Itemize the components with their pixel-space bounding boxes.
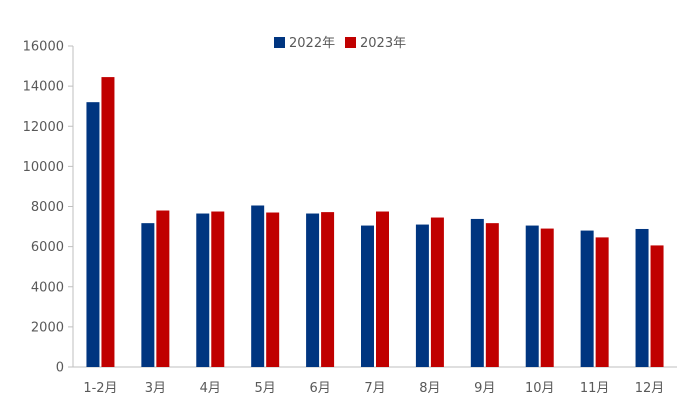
bar-2022-6 xyxy=(415,224,429,367)
y-tick-label: 2000 xyxy=(31,320,64,335)
bar-2022-5 xyxy=(361,225,374,367)
bar-2023-4 xyxy=(321,212,335,367)
legend-label-2022: 2022年 xyxy=(289,36,335,51)
bar-2023-5 xyxy=(376,211,389,367)
y-tick-label: 16000 xyxy=(23,40,64,55)
bar-2022-8 xyxy=(525,225,539,367)
bar-2023-10 xyxy=(650,245,664,367)
bar-2023-8 xyxy=(540,228,554,367)
legend-swatch-2023 xyxy=(345,37,356,48)
y-tick-label: 12000 xyxy=(23,120,64,135)
bar-2022-2 xyxy=(196,213,210,367)
legend-swatch-2022 xyxy=(274,37,285,48)
bar-2022-9 xyxy=(580,230,594,367)
x-tick-label: 9月 xyxy=(474,381,495,396)
bar-2023-7 xyxy=(485,223,499,367)
x-tick-label: 10月 xyxy=(525,381,555,396)
bar-2023-6 xyxy=(430,217,444,367)
bar-2023-0 xyxy=(101,77,115,368)
bars xyxy=(86,77,664,368)
x-tick-label: 6月 xyxy=(309,381,330,396)
bar-2022-4 xyxy=(306,213,320,367)
y-axis: 0 2000 4000 6000 8000 10000 12000 14000 16000 xyxy=(23,40,74,376)
y-tick-label: 10000 xyxy=(23,160,64,175)
bar-2022-3 xyxy=(251,205,265,367)
bar-2022-0 xyxy=(86,102,100,368)
bar-2023-2 xyxy=(211,211,225,367)
bar-2023-9 xyxy=(595,237,609,367)
y-tick-label: 0 xyxy=(56,361,64,376)
bar-2022-1 xyxy=(141,223,155,367)
x-tick-label: 7月 xyxy=(364,381,385,396)
y-tick-label: 4000 xyxy=(31,280,64,295)
bar-2023-3 xyxy=(266,212,280,367)
x-tick-label: 4月 xyxy=(200,381,221,396)
bar-2022-7 xyxy=(470,218,484,367)
y-tick-label: 8000 xyxy=(31,200,64,215)
x-axis: 1-2月 3月 4月 5月 6月 7月 8月 9月 10月 11月 12月 xyxy=(73,366,677,396)
x-tick-label: 1-2月 xyxy=(83,381,117,396)
x-tick-label: 8月 xyxy=(419,381,440,396)
legend-label-2023: 2023年 xyxy=(360,36,406,51)
bar-2023-1 xyxy=(156,210,170,367)
x-tick-label: 3月 xyxy=(145,381,166,396)
x-tick-label: 11月 xyxy=(580,381,610,396)
y-tick-label: 6000 xyxy=(31,240,64,255)
x-tick-label: 5月 xyxy=(255,381,276,396)
bar-2022-10 xyxy=(635,228,649,367)
legend: 2022年 2023年 xyxy=(274,36,406,51)
x-tick-label: 12月 xyxy=(635,381,665,396)
y-tick-label: 14000 xyxy=(23,80,64,95)
